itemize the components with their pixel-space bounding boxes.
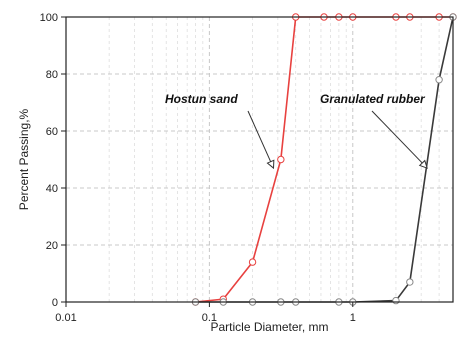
series-0 xyxy=(191,13,457,306)
x-tick-label: 0.1 xyxy=(202,312,217,324)
y-axis-title: Percent Passing,% xyxy=(17,108,31,210)
annotation-label: Granulated rubber xyxy=(320,92,426,106)
annotation-layer: Hostun sand Granulated rubber xyxy=(165,92,428,170)
y-tick-label: 80 xyxy=(46,69,58,81)
y-tick-label: 20 xyxy=(46,240,58,252)
annotation-arrowhead xyxy=(418,159,428,169)
grid-layer xyxy=(66,17,453,302)
annotation-label: Hostun sand xyxy=(165,92,238,106)
tick-layer: 0.01 0.1 1 0 20 40 60 80 100 xyxy=(40,12,356,324)
annotation-leader xyxy=(371,110,428,169)
data-point xyxy=(248,258,257,266)
x-tick-label: 0.01 xyxy=(55,312,76,324)
series-line xyxy=(195,16,454,303)
data-point xyxy=(406,278,414,286)
x-axis-title: Particle Diameter, mm xyxy=(210,320,328,334)
y-tick-label: 0 xyxy=(52,297,58,309)
data-point xyxy=(277,155,285,164)
series-line xyxy=(195,16,453,303)
y-tick-label: 100 xyxy=(40,12,58,24)
series-layer xyxy=(191,13,457,306)
y-tick-label: 40 xyxy=(46,183,58,195)
x-tick-label: 1 xyxy=(350,312,356,324)
annotation-leader xyxy=(247,110,274,169)
series-1 xyxy=(191,13,457,306)
data-point xyxy=(392,296,400,305)
data-point xyxy=(435,76,443,84)
y-tick-label: 60 xyxy=(46,126,58,138)
annotation-arrowhead xyxy=(266,159,275,170)
plot-frame xyxy=(65,16,454,303)
